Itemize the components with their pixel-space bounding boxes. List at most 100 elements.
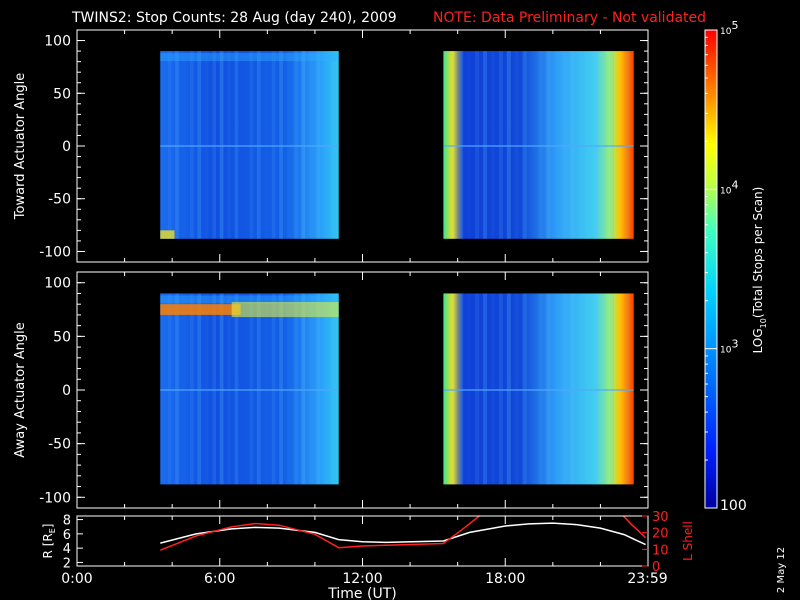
heatmap-streak <box>467 51 471 239</box>
heatmap-streak <box>459 293 464 485</box>
heatmap-streak <box>175 293 179 485</box>
heatmap-streak <box>264 51 268 239</box>
heatmap-segment <box>160 293 339 485</box>
x-tick-label: 6:00 <box>204 571 235 587</box>
heatmap-streak <box>490 51 495 239</box>
heatmap-streak <box>286 51 291 239</box>
heatmap-streak <box>190 51 194 239</box>
x-axis-label: Time (UT) <box>327 586 396 600</box>
heatmap-streak <box>204 51 209 239</box>
y-left-label-main: R [R <box>41 533 55 558</box>
heatmap-streak <box>562 51 567 239</box>
r-series-line <box>160 522 646 546</box>
x-tick-label: 18:00 <box>485 571 525 587</box>
heatmap-streak <box>451 293 456 485</box>
heatmap-hot-band <box>160 304 241 315</box>
y-tick-label: 50 <box>53 86 71 102</box>
y-left-label-sub: E <box>48 528 57 533</box>
heatmap-streak <box>594 51 599 239</box>
heatmap-streak <box>264 293 268 484</box>
heatmap-streak <box>475 293 480 485</box>
colorbar-label: LOG10(Total Stops per Scan) <box>751 187 768 354</box>
heatmap-streak <box>506 293 511 485</box>
y-tick-label: 50 <box>53 329 71 345</box>
x-tick-label: 23:59 <box>627 571 667 587</box>
heatmap-streak <box>212 293 217 485</box>
heatmap-streak <box>609 293 614 485</box>
heatmap-streak <box>602 51 606 239</box>
heatmap-warm-band <box>231 302 339 318</box>
colorbar-tick-base: 10 <box>720 346 732 356</box>
heatmap-segment <box>443 293 634 485</box>
heatmap-streak <box>286 293 291 485</box>
y-right-tick-label: 10 <box>652 543 669 558</box>
heatmap-streak <box>506 51 511 239</box>
heatmap-segment <box>160 51 339 239</box>
y-tick-label: 0 <box>62 139 71 155</box>
colorbar-tick-label: 103 <box>720 338 738 356</box>
colorbar-tick-base: 10 <box>720 27 732 37</box>
heatmap-streak <box>183 293 187 484</box>
heatmap-streak <box>522 293 527 485</box>
heatmap-zero-band <box>160 145 339 147</box>
y-tick-label: -50 <box>48 437 71 453</box>
heatmap-streak <box>271 51 276 239</box>
colorbar-tick-exp: 5 <box>731 19 738 32</box>
y-left-axis-label: R [RE] <box>41 524 57 559</box>
heatmap-streak <box>514 51 519 239</box>
heatmap-streak <box>219 51 224 239</box>
heatmap-streak <box>204 293 209 485</box>
heatmap-streak <box>586 51 591 239</box>
heatmap-streak <box>546 51 551 239</box>
heatmap-streak <box>227 51 231 239</box>
y-left-tick-label: 2 <box>63 556 71 571</box>
colorbar-tick-exp: 4 <box>731 178 738 191</box>
x-tick-label: 12:00 <box>342 571 382 587</box>
heatmap-zero-band <box>160 389 339 391</box>
heatmap-streak <box>167 293 172 485</box>
y-tick-label: -100 <box>39 244 71 260</box>
y-tick-label: -100 <box>39 490 71 506</box>
toward-heatmap-panel: 100 50 0 -50 -100 Toward Actuator Angle <box>13 29 649 263</box>
heatmap-edge-band <box>160 295 339 304</box>
heatmap-streak <box>190 293 194 485</box>
heatmap-zero-band <box>443 145 634 147</box>
heatmap-streak <box>554 293 558 484</box>
heatmap-streak <box>570 293 575 485</box>
colorbar-tick-label: 100 <box>720 498 747 514</box>
heatmap-streak <box>219 293 224 485</box>
heatmap-streak <box>554 51 558 239</box>
y-tick-label: 100 <box>44 276 71 292</box>
heatmap-streak <box>498 51 503 239</box>
x-tick-label: 0:00 <box>61 571 92 587</box>
y-tick-label: 0 <box>62 383 71 399</box>
heatmap-streak <box>578 293 583 485</box>
heatmap-streak <box>197 51 202 239</box>
y-tick-label: -50 <box>48 192 71 208</box>
colorbar-tick-exp: 3 <box>731 338 738 351</box>
heatmap-streak <box>562 293 567 485</box>
heatmap-streak <box>249 51 254 239</box>
heatmap-streak <box>227 293 231 485</box>
heatmap-streak <box>467 293 471 484</box>
chart-title: TWINS2: Stop Counts: 28 Aug (day 240), 2… <box>71 10 397 26</box>
heatmap-streak <box>308 293 313 485</box>
heatmap-streak <box>183 51 187 239</box>
heatmap-streak <box>475 51 480 239</box>
colorbar-gradient <box>704 29 718 509</box>
heatmap-streak <box>212 51 217 239</box>
heatmap-streak <box>301 293 306 485</box>
heatmap-streak <box>167 51 172 239</box>
heatmap-streak <box>625 293 630 485</box>
heatmap-streak <box>570 51 575 239</box>
heatmap-edge-band <box>160 53 339 62</box>
heatmap-streak <box>271 293 276 485</box>
heatmap-streak <box>625 51 630 239</box>
heatmap-streak <box>498 293 503 485</box>
side-date: 2 May 12 <box>776 547 787 593</box>
l-shell-series-line <box>160 516 647 551</box>
heatmap-streak <box>301 51 306 239</box>
preliminary-note: NOTE: Data Preliminary - Not validated <box>433 10 706 26</box>
